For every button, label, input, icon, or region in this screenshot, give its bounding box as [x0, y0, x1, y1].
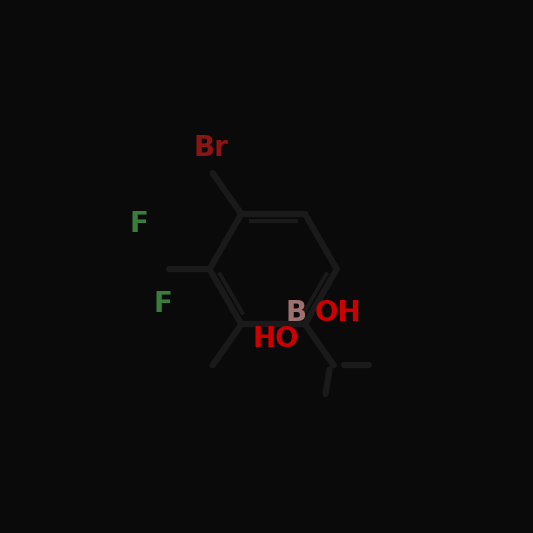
Text: F: F	[154, 290, 173, 318]
Text: OH: OH	[314, 300, 361, 327]
Text: B: B	[286, 300, 306, 327]
Text: Br: Br	[193, 134, 228, 162]
Text: HO: HO	[253, 325, 299, 353]
Text: F: F	[129, 210, 148, 238]
